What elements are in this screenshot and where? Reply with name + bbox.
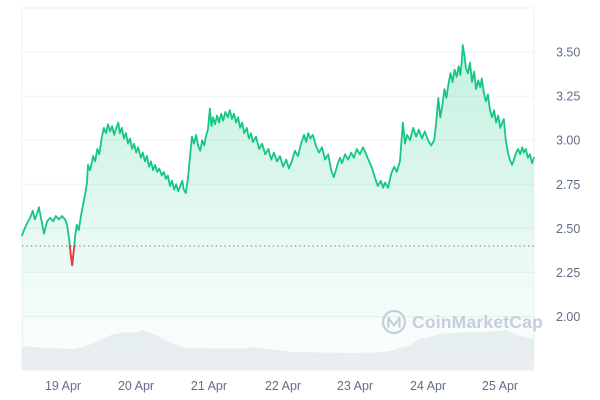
y-axis-label: 3.50	[556, 46, 580, 60]
y-axis-labels: 3.50 3.25 3.00 2.75 2.50 2.25 2.00	[556, 46, 580, 324]
x-axis-label: 24 Apr	[410, 379, 446, 393]
price-area-fill	[22, 45, 534, 370]
y-axis-label: 3.00	[556, 134, 580, 148]
x-axis-label: 20 Apr	[118, 379, 154, 393]
y-axis-label: 2.00	[556, 310, 580, 324]
y-axis-label: 2.25	[556, 266, 580, 280]
x-axis-label: 23 Apr	[337, 379, 373, 393]
x-axis-label: 21 Apr	[191, 379, 227, 393]
coinmarketcap-logo-m-glyph	[387, 316, 401, 329]
price-line[interactable]	[21, 44, 535, 267]
x-axis-label: 19 Apr	[45, 379, 81, 393]
y-axis-label: 2.75	[556, 178, 580, 192]
x-axis-label: 25 Apr	[482, 379, 518, 393]
coinmarketcap-logo-icon	[381, 309, 407, 335]
y-axis-label: 2.50	[556, 222, 580, 236]
x-axis-label: 22 Apr	[265, 379, 301, 393]
coinmarketcap-watermark: CoinMarketCap	[381, 309, 543, 335]
price-line-dip-red	[68, 245, 76, 267]
watermark-text: CoinMarketCap	[412, 312, 543, 332]
y-axis-label: 3.25	[556, 90, 580, 104]
x-axis-labels: 19 Apr 20 Apr 21 Apr 22 Apr 23 Apr 24 Apr 25 A…	[45, 379, 518, 393]
